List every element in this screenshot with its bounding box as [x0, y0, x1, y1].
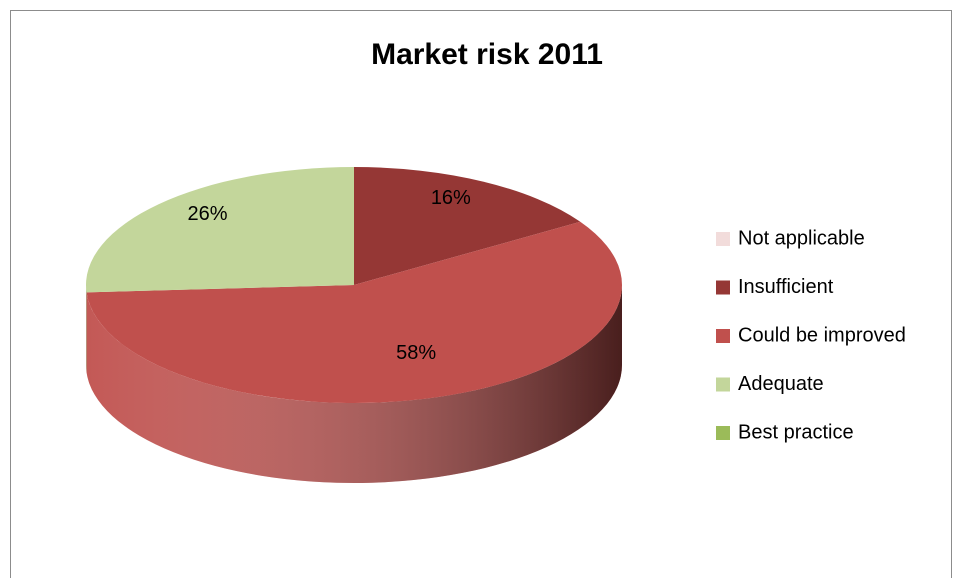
legend-swatch	[716, 280, 730, 295]
slice	[354, 167, 581, 285]
chart-title: Market risk 2011	[371, 38, 603, 71]
slice	[86, 221, 623, 403]
slice-side-shade	[86, 285, 87, 373]
legend-label: Adequate	[738, 373, 824, 395]
legend-label: Best practice	[738, 421, 854, 443]
legend-label: Not applicable	[738, 227, 865, 249]
data-label: 58%	[396, 342, 436, 364]
slice-side-shade	[86, 285, 623, 483]
slice	[86, 167, 354, 293]
legend-label: Insufficient	[738, 276, 834, 298]
chart-frame	[10, 10, 952, 578]
legend-swatch	[716, 232, 730, 246]
legend-swatch	[716, 426, 730, 440]
data-label: 16%	[431, 187, 471, 209]
legend-swatch	[716, 377, 730, 392]
data-label: 26%	[187, 203, 227, 225]
legend-swatch	[716, 329, 730, 343]
legend-label: Could be improved	[738, 324, 906, 346]
